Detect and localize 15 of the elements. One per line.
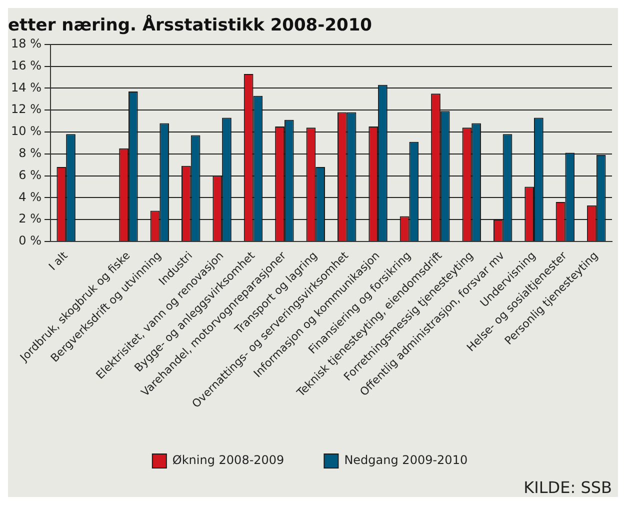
y-tick-label: 10 % [10,124,42,138]
y-tick-label: 4 % [18,190,42,204]
y-tick-label: 18 % [10,36,42,51]
y-tick-label: 0 % [18,234,42,248]
chart-title: etter næring. Årsstatistikk 2008-2010 [8,14,372,36]
y-tick-label: 16 % [10,58,42,72]
text: KILDE: SSB [522,478,613,497]
y-tick-label: 2 % [18,212,42,226]
y-tick-label: 14 % [10,80,42,94]
legend-label: Nedgang 2009-2010 [344,453,468,468]
y-tick-label: 6 % [18,168,42,182]
x-tick-label: I alt [46,248,71,274]
y-tick-label: 12 % [10,102,42,116]
legend-label: Økning 2008-2009 [172,453,284,468]
y-tick-label: 8 % [18,146,42,160]
